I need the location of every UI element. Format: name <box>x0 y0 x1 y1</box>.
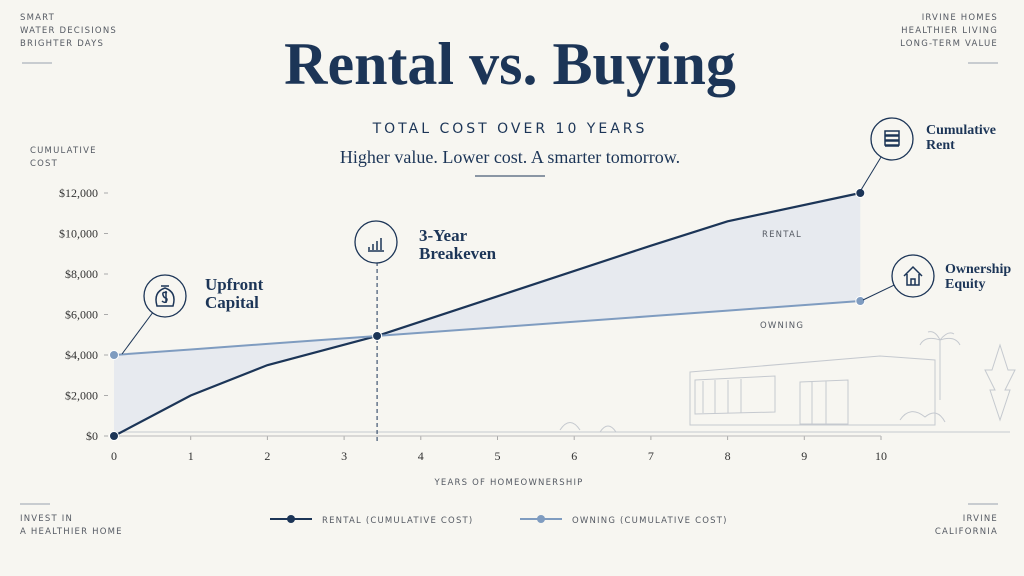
annotation: Capital <box>205 293 259 312</box>
icon <box>155 285 175 307</box>
legend-label: RENTAL (CUMULATIVE COST) <box>322 516 473 526</box>
annotation: RENTAL <box>762 230 802 240</box>
annotation: Cumulative <box>926 123 996 138</box>
icon-circle <box>891 254 935 298</box>
y-tick-label: $6,000 <box>65 308 98 322</box>
y-axis-label: COST <box>30 159 58 169</box>
annotation: Ownership <box>945 262 1011 277</box>
y-tick-label: $4,000 <box>65 348 98 362</box>
point <box>109 431 119 441</box>
corner-text: A HEALTHIER HOME <box>20 527 123 537</box>
icon-circle <box>143 274 187 318</box>
y-axis-label: CUMULATIVE <box>30 146 97 156</box>
corner-text: INVEST IN <box>20 514 73 524</box>
point <box>372 330 383 341</box>
y-tick-label: $12,000 <box>59 186 98 200</box>
legend-dot <box>287 515 295 523</box>
series-line <box>113 299 861 356</box>
tagline: Higher value. Lower cost. A smarter tomo… <box>340 147 680 167</box>
x-tick-label: 10 <box>875 449 887 463</box>
icon-circle <box>870 117 914 161</box>
annotation: Rent <box>926 138 955 153</box>
chart-title: Rental vs. Buying <box>284 31 736 97</box>
x-tick-label: 8 <box>725 449 731 463</box>
corner-text: BRIGHTER DAYS <box>20 39 104 49</box>
x-tick-label: 6 <box>571 449 577 463</box>
y-tick-label: $0 <box>86 429 98 443</box>
annotation: Equity <box>945 277 985 292</box>
series-line <box>113 191 861 437</box>
icon <box>903 265 923 286</box>
x-axis-label: YEARS OF HOMEOWNERSHIP <box>434 478 584 488</box>
x-tick-label: 9 <box>801 449 807 463</box>
annotation: OWNING <box>760 321 804 331</box>
x-tick-label: 7 <box>648 449 654 463</box>
corner-text: WATER DECISIONS <box>20 26 117 36</box>
x-tick-label: 1 <box>188 449 194 463</box>
icon <box>884 130 900 147</box>
x-tick-label: 5 <box>495 449 501 463</box>
corner-text: CALIFORNIA <box>935 527 998 537</box>
point <box>855 188 866 198</box>
legend-label: OWNING (CUMULATIVE COST) <box>572 516 728 526</box>
x-tick-label: 0 <box>111 449 117 463</box>
icon-circle <box>354 220 398 264</box>
corner-text: IRVINE HOMES <box>922 13 998 23</box>
corner-text: LONG-TERM VALUE <box>900 39 998 49</box>
annotation: Breakeven <box>419 244 497 263</box>
point <box>855 295 866 306</box>
point <box>109 350 119 360</box>
x-tick-label: 2 <box>264 449 270 463</box>
icon <box>368 238 384 252</box>
annotation: Upfront <box>205 275 264 294</box>
x-tick-label: 3 <box>341 449 347 463</box>
legend-dot <box>537 515 545 523</box>
x-tick-label: 4 <box>418 449 424 463</box>
corner-text: IRVINE <box>963 514 998 524</box>
annotation: 3-Year <box>419 226 468 245</box>
y-tick-label: $10,000 <box>59 227 98 241</box>
gap-area <box>114 193 861 436</box>
corner-text: HEALTHIER LIVING <box>901 26 998 36</box>
y-tick-label: $8,000 <box>65 267 98 281</box>
house-illustration <box>114 331 1016 433</box>
subtitle: TOTAL COST OVER 10 YEARS <box>372 121 648 137</box>
corner-text: SMART <box>20 13 55 23</box>
y-tick-label: $2,000 <box>65 389 98 403</box>
